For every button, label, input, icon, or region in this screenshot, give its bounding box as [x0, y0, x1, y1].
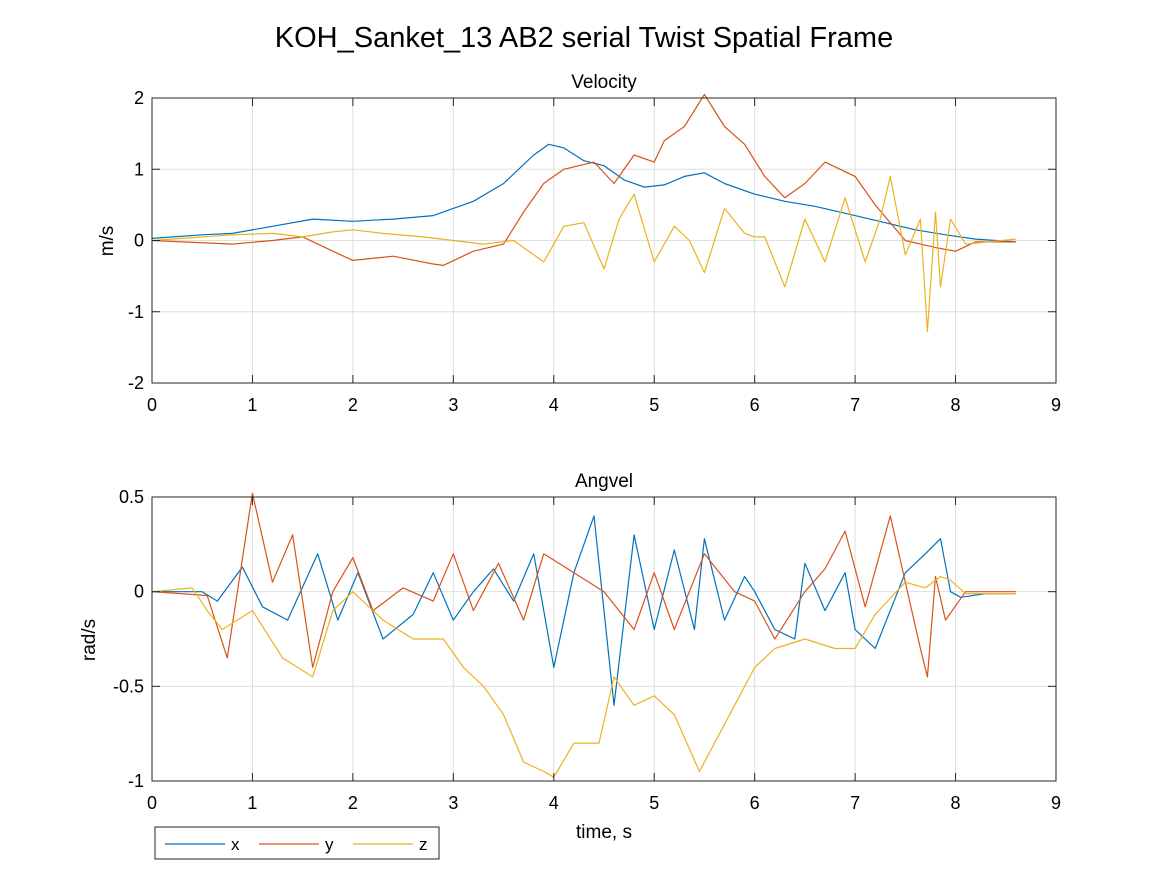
velocity-ytick-label: 0 — [134, 231, 144, 251]
angvel-series-y — [151, 492, 1016, 678]
angvel-series-x — [152, 515, 1016, 706]
angvel-grid — [151, 496, 1057, 782]
velocity-ytick-label: -2 — [128, 373, 144, 393]
angvel-xtick-label: 7 — [850, 793, 860, 813]
angvel-ticks: 0 1 2 3 4 5 6 7 8 9 -1 -0.5 0 0.5 — [113, 487, 1061, 813]
velocity-xtick-label: 5 — [649, 395, 659, 415]
velocity-plot: Velocity 0 1 2 3 4 5 6 7 8 9 -2 -1 0 1 2 m/s — [97, 72, 1061, 415]
angvel-xtick-label: 5 — [649, 793, 659, 813]
angvel-xtick-label: 2 — [348, 793, 358, 813]
legend-label-x: x — [231, 835, 240, 854]
legend-label-y: y — [325, 835, 334, 854]
legend-label-z: z — [419, 835, 428, 854]
angvel-xtick-label: 3 — [448, 793, 458, 813]
angvel-series — [151, 492, 1016, 778]
velocity-xtick-label: 8 — [951, 395, 961, 415]
velocity-ylabel: m/s — [97, 226, 118, 257]
legend-entries: x y z — [165, 835, 428, 854]
velocity-ytick-label: -1 — [128, 302, 144, 322]
angvel-axes-box — [151, 496, 1057, 782]
angvel-ytick-label: -1 — [128, 771, 144, 791]
velocity-xtick-label: 9 — [1051, 395, 1061, 415]
velocity-xtick-label: 0 — [147, 395, 157, 415]
velocity-xtick-label: 4 — [549, 395, 559, 415]
velocity-xtick-label: 6 — [750, 395, 760, 415]
legend-box — [154, 826, 440, 860]
velocity-grid — [151, 97, 1057, 384]
angvel-xtick-label: 6 — [750, 793, 760, 813]
velocity-series-z — [151, 175, 1016, 333]
angvel-ytick-label: 0 — [134, 582, 144, 602]
velocity-xtick-label: 3 — [448, 395, 458, 415]
legend: x y z — [154, 826, 440, 860]
angvel-xtick-label: 0 — [147, 793, 157, 813]
velocity-xtick-label: 7 — [850, 395, 860, 415]
angvel-ytick-label: 0.5 — [119, 487, 144, 507]
velocity-series — [151, 93, 1016, 333]
velocity-xtick-label: 2 — [348, 395, 358, 415]
angvel-xlabel: time, s — [576, 822, 632, 843]
velocity-title: Velocity — [571, 72, 637, 93]
figure-title: KOH_Sanket_13 AB2 serial Twist Spatial F… — [275, 22, 893, 54]
velocity-ticks: 0 1 2 3 4 5 6 7 8 9 -2 -1 0 1 2 — [128, 88, 1061, 415]
angvel-xtick-label: 1 — [247, 793, 257, 813]
angvel-xtick-label: 8 — [951, 793, 961, 813]
angvel-ylabel: rad/s — [79, 619, 100, 661]
angvel-xtick-label: 4 — [549, 793, 559, 813]
angvel-xtick-label: 9 — [1051, 793, 1061, 813]
angvel-title: Angvel — [575, 471, 633, 492]
angvel-ytick-label: -0.5 — [113, 676, 144, 696]
velocity-xtick-label: 1 — [247, 395, 257, 415]
velocity-series-x — [151, 143, 1016, 243]
angvel-plot: Angvel 0 1 2 3 4 5 6 7 8 9 -1 -0.5 0 0.5 rad/s time, … — [79, 471, 1061, 843]
velocity-ytick-label: 1 — [134, 159, 144, 179]
velocity-ytick-label: 2 — [134, 88, 144, 108]
angvel-series-z — [151, 575, 1016, 778]
velocity-series-y — [151, 93, 1016, 266]
